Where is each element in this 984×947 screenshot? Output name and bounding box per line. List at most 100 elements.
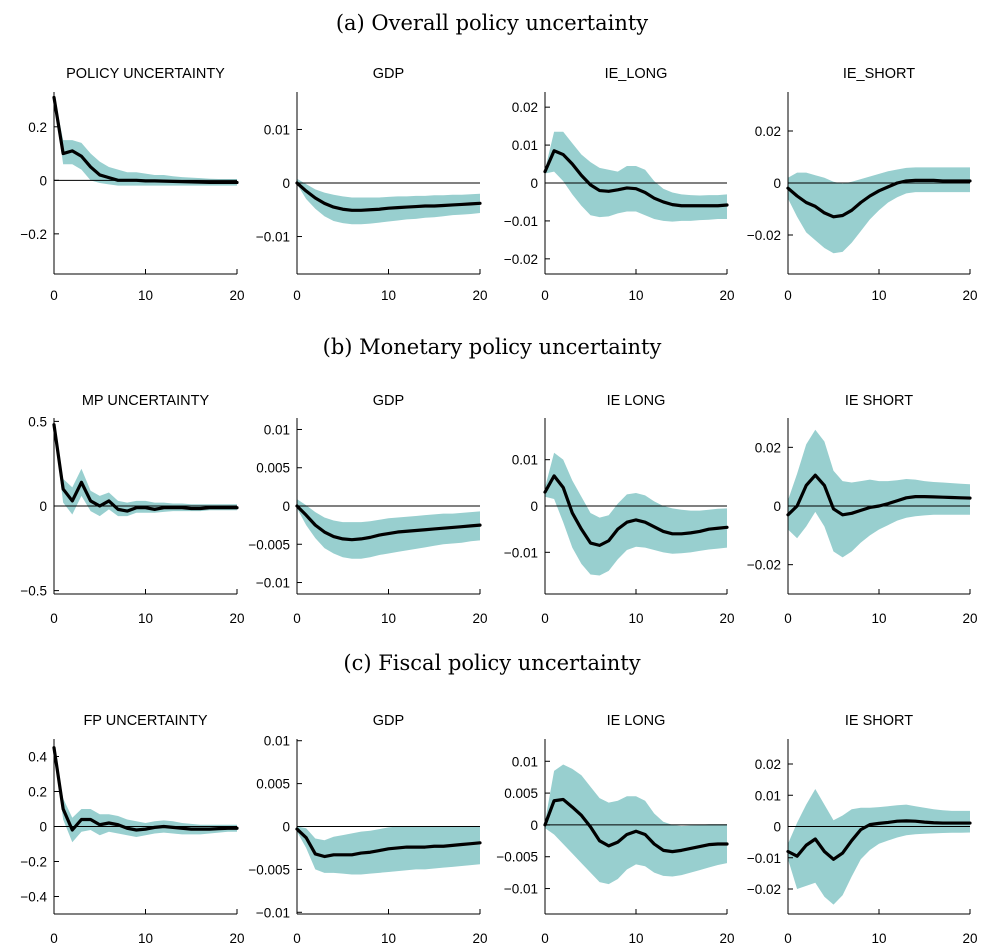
x-tick-label: 20 xyxy=(962,611,977,626)
subplot-title: IE SHORT xyxy=(845,713,913,729)
x-tick-label: 10 xyxy=(871,931,886,946)
confidence-band xyxy=(788,429,970,558)
x-tick-label: 10 xyxy=(381,931,396,946)
confidence-band xyxy=(297,499,480,559)
x-tick-label: 0 xyxy=(784,931,792,946)
subplot-2-3: IE LONG −0.01 0 0.01 0 10 20 xyxy=(504,393,735,626)
subplot-3-2: GDP −0.01 −0.005 0 0.005 0.01 0 10 20 xyxy=(248,713,487,946)
subplot-1-3: IE_LONG −0.02 −0.01 0 0.01 0.02 0 10 20 xyxy=(504,66,735,303)
x-tick-label: 10 xyxy=(138,931,153,946)
subplot-2-1: MP UNCERTAINTY−0.500.50 10 20 xyxy=(20,393,244,626)
impulse-response-line xyxy=(52,95,239,185)
impulse-response-line xyxy=(295,181,482,212)
impulse-response-line xyxy=(543,149,729,208)
x-tick-label: 10 xyxy=(381,611,396,626)
subplot-3-4: IE SHORT −0.02 −0.01 0 0.01 0.02 0 10 20 xyxy=(747,713,978,946)
x-tick-label: 10 xyxy=(871,611,886,626)
y-tick-label: 0 xyxy=(282,176,290,191)
x-tick-label: 20 xyxy=(472,288,487,303)
section-title: (b) Monetary policy uncertainty xyxy=(323,335,662,359)
subplot-title: GDP xyxy=(373,393,404,409)
subplot-title: MP UNCERTAINTY xyxy=(82,393,210,409)
x-tick-label: 0 xyxy=(784,288,792,303)
x-tick-label: 20 xyxy=(962,288,977,303)
confidence-band xyxy=(297,826,480,875)
y-tick-label: 0.02 xyxy=(755,440,781,455)
y-tick-label: 0.01 xyxy=(512,138,538,153)
y-tick-label: 0 xyxy=(282,820,290,835)
subplot-title: GDP xyxy=(373,66,404,82)
confidence-band xyxy=(545,452,727,576)
confidence-band xyxy=(545,131,727,222)
y-tick-label: 0.01 xyxy=(264,122,290,137)
x-tick-label: 0 xyxy=(293,288,301,303)
y-tick-label: −0.5 xyxy=(20,584,47,599)
section-title: (a) Overall policy uncertainty xyxy=(336,11,648,35)
y-tick-label: 0.4 xyxy=(28,750,47,765)
subplot-3-1: FP UNCERTAINTY −0.4 −0.2 0 0.2 0.4 0 10 20 xyxy=(20,713,244,946)
x-tick-label: 10 xyxy=(138,611,153,626)
x-tick-label: 20 xyxy=(229,288,244,303)
y-tick-label: −0.01 xyxy=(504,882,538,897)
y-tick-label: −0.02 xyxy=(747,882,781,897)
y-tick-label: −0.02 xyxy=(747,558,781,573)
confidence-band xyxy=(54,746,237,843)
impulse-response-line xyxy=(786,178,972,219)
impulse-response-line xyxy=(52,423,239,513)
subplot-title: IE LONG xyxy=(607,713,666,729)
y-tick-label: 0 xyxy=(773,499,781,514)
subplot-3-3: IE LONG −0.01 −0.005 0 0.005 0.01 0 10 20 xyxy=(496,713,734,946)
confidence-band xyxy=(788,789,970,905)
y-tick-label: 0.5 xyxy=(28,414,47,429)
subplot-1-4: IE_SHORT −0.02 0 0.02 0 10 20 xyxy=(747,66,978,303)
y-tick-label: 0.02 xyxy=(755,124,781,139)
impulse-response-line xyxy=(52,746,239,832)
impulse-response-line xyxy=(295,827,482,859)
confidence-band xyxy=(297,178,480,225)
confidence-band xyxy=(788,167,970,254)
x-tick-label: 10 xyxy=(628,931,643,946)
y-tick-label: −0.01 xyxy=(504,214,538,229)
subplot-title: IE_SHORT xyxy=(843,66,915,82)
x-tick-label: 20 xyxy=(719,931,734,946)
y-tick-label: −0.01 xyxy=(504,545,538,560)
x-tick-label: 0 xyxy=(784,611,792,626)
subplot-title: IE SHORT xyxy=(845,393,913,409)
y-tick-label: −0.02 xyxy=(747,228,781,243)
x-tick-label: 20 xyxy=(962,931,977,946)
y-tick-label: −0.2 xyxy=(20,855,47,870)
y-tick-label: 0.005 xyxy=(256,777,290,792)
x-tick-label: 0 xyxy=(541,611,549,626)
x-tick-label: 10 xyxy=(381,288,396,303)
x-tick-label: 10 xyxy=(138,288,153,303)
y-tick-label: 0 xyxy=(282,499,290,514)
subplot-title: FP UNCERTAINTY xyxy=(83,713,207,729)
y-tick-label: −0.005 xyxy=(496,850,538,865)
y-tick-label: −0.005 xyxy=(248,537,290,552)
y-tick-label: 0 xyxy=(530,818,538,833)
x-tick-label: 10 xyxy=(871,288,886,303)
y-tick-label: 0 xyxy=(773,176,781,191)
y-tick-label: −0.01 xyxy=(256,576,290,591)
y-tick-label: 0 xyxy=(530,176,538,191)
x-tick-label: 20 xyxy=(719,288,734,303)
y-tick-label: 0.005 xyxy=(256,461,290,476)
x-tick-label: 0 xyxy=(541,931,549,946)
y-tick-label: −0.2 xyxy=(20,227,47,242)
y-tick-label: −0.02 xyxy=(504,252,538,267)
subplot-2-2: GDP −0.01 −0.005 0 0.005 0.01 0 10 20 xyxy=(248,393,487,626)
y-tick-label: 0.02 xyxy=(755,757,781,772)
x-tick-label: 20 xyxy=(719,611,734,626)
y-tick-label: 0.01 xyxy=(264,734,290,749)
y-tick-label: 0 xyxy=(530,499,538,514)
x-tick-label: 0 xyxy=(50,931,58,946)
confidence-band xyxy=(54,94,237,186)
x-tick-label: 20 xyxy=(472,931,487,946)
x-tick-label: 0 xyxy=(50,288,58,303)
y-tick-label: 0.02 xyxy=(512,100,538,115)
impulse-response-line xyxy=(786,819,972,861)
subplot-1-1: POLICY UNCERTAINTY −0.2 0 0.2 0 10 20 xyxy=(20,66,244,303)
y-tick-label: −0.005 xyxy=(248,862,290,877)
impulse-response-line xyxy=(786,473,972,517)
